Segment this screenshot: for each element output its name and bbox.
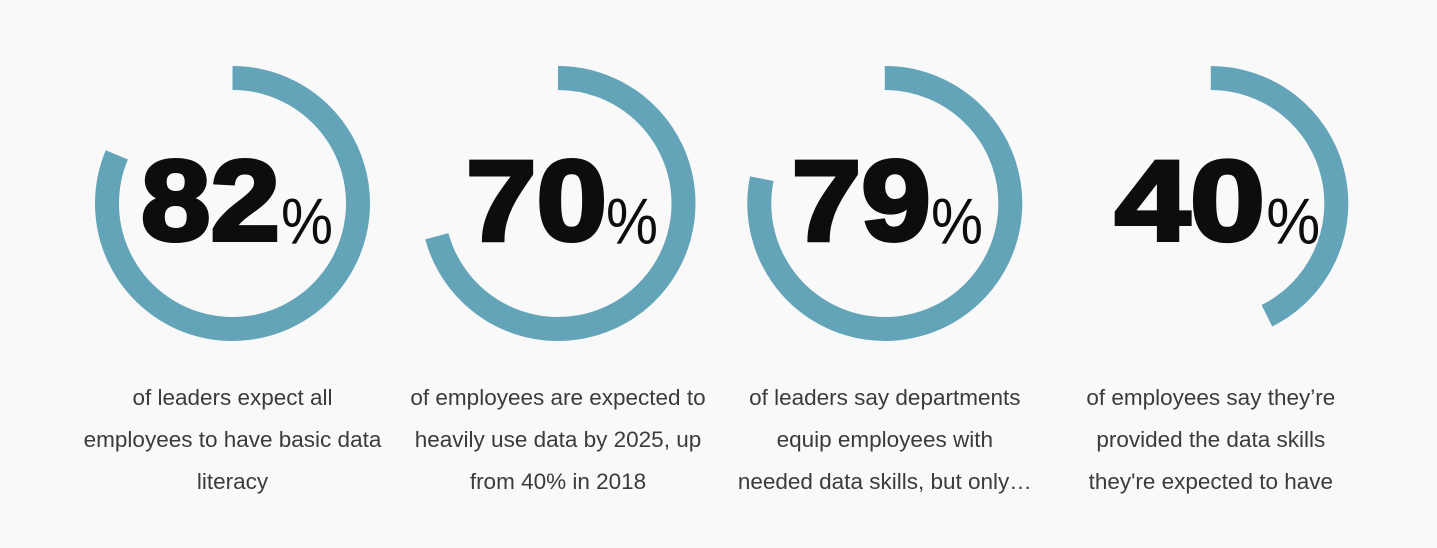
svg-text:they're expected to have: they're expected to have: [1089, 469, 1333, 494]
svg-text:needed data skills, but only…: needed data skills, but only…: [738, 469, 1032, 494]
svg-text:%: %: [931, 185, 983, 258]
svg-text:from 40% in 2018: from 40% in 2018: [470, 469, 646, 494]
svg-text:equip employees with: equip employees with: [777, 427, 993, 452]
svg-text:82: 82: [141, 138, 280, 265]
svg-text:%: %: [606, 185, 658, 258]
svg-text:of leaders say departments: of leaders say departments: [749, 385, 1020, 410]
svg-text:literacy: literacy: [197, 469, 269, 494]
svg-text:79: 79: [792, 138, 931, 265]
svg-text:%: %: [1266, 185, 1320, 258]
svg-text:of employees are expected to: of employees are expected to: [410, 385, 705, 410]
svg-text:70: 70: [466, 138, 607, 265]
svg-text:of leaders expect all: of leaders expect all: [132, 385, 332, 410]
svg-text:provided the data skills: provided the data skills: [1096, 427, 1325, 452]
svg-text:%: %: [281, 185, 333, 258]
svg-text:40: 40: [1115, 138, 1265, 265]
svg-text:employees to have basic data: employees to have basic data: [84, 427, 382, 452]
svg-text:of employees say they’re: of employees say they’re: [1086, 385, 1335, 410]
svg-text:heavily use data by 2025, up: heavily use data by 2025, up: [415, 427, 701, 452]
